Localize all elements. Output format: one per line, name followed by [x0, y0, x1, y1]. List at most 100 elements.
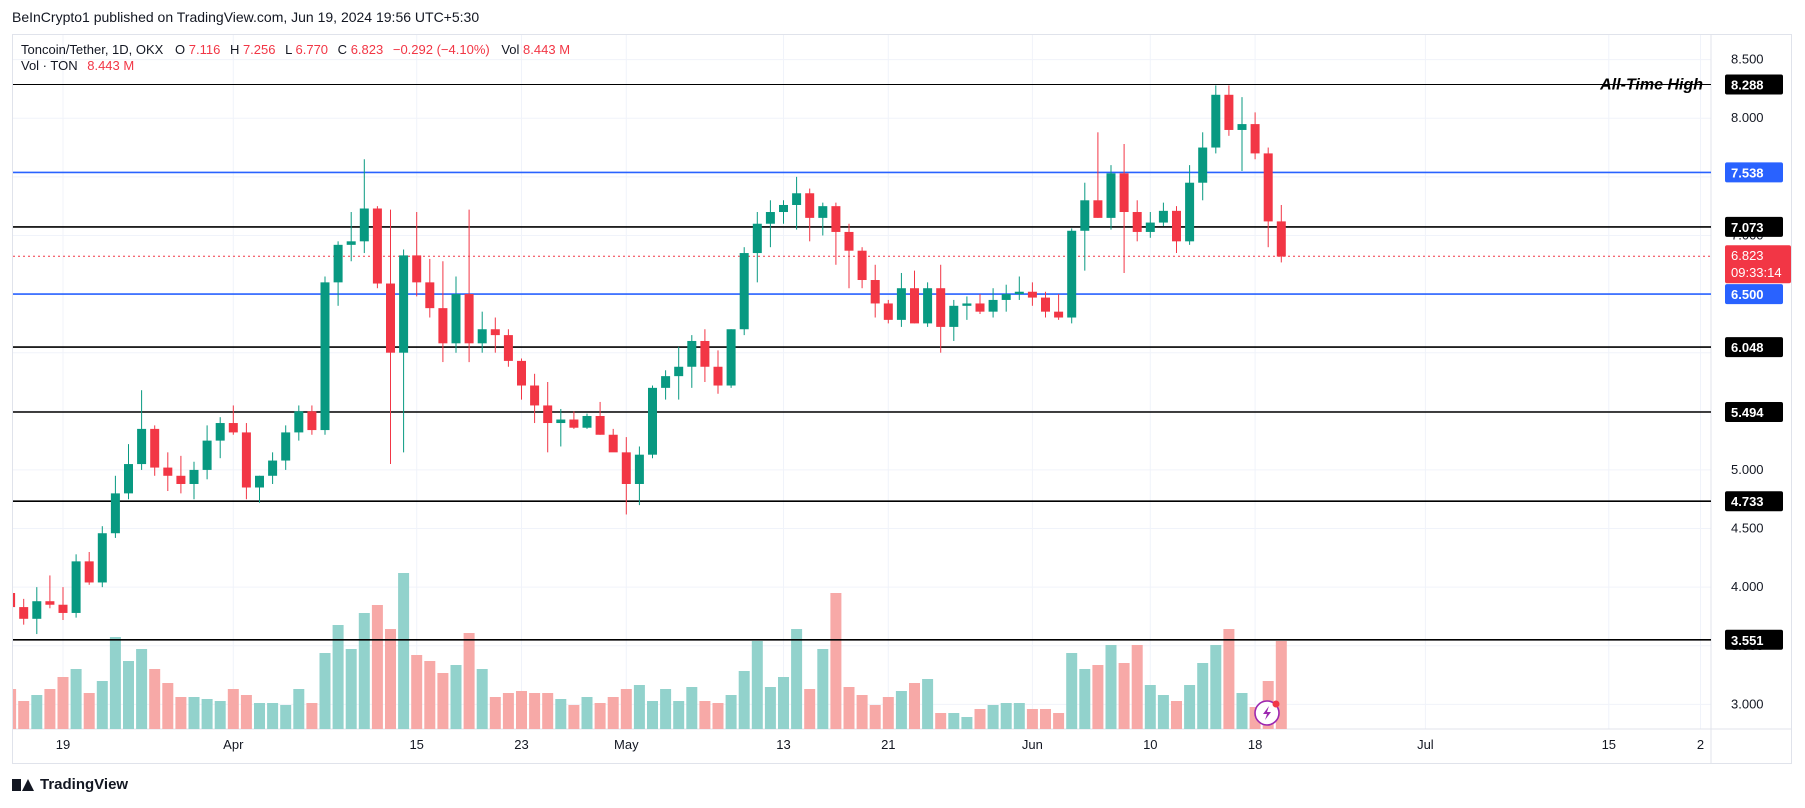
- time-tick-label: Jul: [1417, 737, 1434, 752]
- price-chart[interactable]: 8.5008.0007.5007.0006.5006.0005.5005.000…: [13, 35, 1791, 763]
- lightning-icon[interactable]: [1254, 700, 1280, 726]
- volume-bar: [162, 683, 174, 729]
- volume-bar: [673, 701, 685, 729]
- volume-bar: [830, 593, 842, 729]
- candles[interactable]: [13, 85, 1286, 635]
- candle-body: [517, 360, 526, 386]
- volume-bar: [267, 703, 279, 729]
- volume-bar: [935, 713, 947, 729]
- volume-bar: [1210, 645, 1222, 729]
- volume-bar: [319, 653, 331, 729]
- candle-body: [543, 405, 553, 424]
- legend-symbol: Toncoin/Tether, 1D, OKX: [21, 42, 164, 57]
- candle-body: [1106, 173, 1116, 218]
- candle-body: [621, 452, 631, 484]
- candle-body: [464, 294, 474, 344]
- candle-body: [503, 335, 513, 361]
- volume-bar: [1236, 693, 1248, 729]
- time-tick-label: 18: [1248, 737, 1262, 752]
- candle-body: [1172, 210, 1181, 242]
- candle-body: [97, 533, 107, 583]
- level-price-tag: [1725, 337, 1783, 358]
- candle-body: [648, 387, 657, 455]
- volume-bar: [463, 633, 475, 729]
- bar-countdown-label: 09:33:14: [1731, 265, 1782, 280]
- candle-body: [962, 303, 972, 306]
- volume-bar: [961, 717, 973, 729]
- volume-bar: [1197, 663, 1209, 729]
- volume-bar: [1249, 707, 1261, 729]
- volume-bar: [1171, 701, 1182, 729]
- volume-bar: [280, 705, 292, 729]
- level-price-label: 7.538: [1731, 165, 1764, 180]
- volume-bar: [922, 679, 934, 729]
- volume-bar: [214, 701, 226, 729]
- candle-body: [739, 253, 749, 330]
- volume-bar: [345, 649, 357, 729]
- candle-body: [1119, 173, 1129, 213]
- candle-body: [752, 223, 762, 254]
- candle-body: [779, 204, 788, 213]
- candle-body: [1001, 294, 1011, 300]
- legend-close-label: C: [338, 42, 347, 57]
- candle-body: [268, 460, 278, 476]
- volume-bar: [856, 695, 868, 729]
- volume-bar: [424, 661, 436, 729]
- candle-body: [556, 419, 566, 424]
- level-price-tag: [1725, 74, 1783, 95]
- volume-bar: [1013, 703, 1025, 729]
- chart-panel[interactable]: 8.5008.0007.5007.0006.5006.0005.5005.000…: [12, 34, 1792, 764]
- volume-bar: [227, 689, 239, 729]
- candle-body: [608, 434, 618, 453]
- candle-body: [936, 288, 946, 327]
- volume-bar: [1066, 653, 1078, 729]
- candle-body: [818, 206, 828, 218]
- legend-high-value: 7.256: [243, 42, 276, 57]
- time-axis[interactable]: 19 Apr 15 23 May 13 21 Jun 10 18 Jul 15 2: [56, 737, 1704, 752]
- time-tick-label: May: [614, 737, 639, 752]
- volume-bar: [607, 697, 619, 729]
- svg-text:Toncoin/Tether, 1D, OKX: Toncoin/Tether, 1D, OKX O 7.116 H 7.256 …: [21, 42, 570, 57]
- candle-body: [490, 329, 500, 336]
- candle-body: [333, 244, 343, 283]
- volume-bar: [201, 699, 213, 729]
- candle-body: [45, 601, 55, 605]
- level-price-tag: [1725, 284, 1783, 305]
- volume-bar: [109, 637, 121, 729]
- price-tick-label: 8.000: [1731, 110, 1764, 125]
- tradingview-logo-icon: [12, 778, 34, 792]
- all-time-high-annotation: All-Time High: [1599, 76, 1703, 93]
- candle-body: [896, 288, 906, 320]
- volume-bar: [1000, 703, 1012, 729]
- volume-bar: [594, 703, 606, 729]
- candle-body: [661, 376, 671, 388]
- last-price-label: 6.823: [1731, 248, 1764, 263]
- volume-series-label: Vol · TON: [21, 58, 78, 73]
- volume-bar: [123, 661, 134, 729]
- volume-bar: [1105, 645, 1117, 729]
- volume-bar: [1079, 669, 1091, 729]
- candle-body: [634, 454, 644, 484]
- publisher-line: BeInCrypto1 published on TradingView.com…: [12, 9, 480, 25]
- level-price-tag: [1725, 402, 1783, 423]
- volume-bar: [699, 701, 711, 729]
- volume-bar: [1223, 629, 1235, 729]
- volume-bar: [987, 705, 999, 729]
- candle-body: [1185, 182, 1195, 242]
- candle-body: [1224, 94, 1234, 130]
- candle-body: [1014, 291, 1024, 295]
- candle-body: [32, 601, 42, 619]
- candle-body: [58, 604, 68, 613]
- candle-body: [1145, 222, 1155, 232]
- candle-body: [687, 340, 697, 367]
- level-price-label: 7.073: [1731, 220, 1764, 235]
- candle-body: [1211, 94, 1221, 148]
- level-price-label: 5.494: [1731, 405, 1764, 420]
- volume-bar: [647, 701, 658, 729]
- candle-body: [84, 561, 94, 583]
- price-tick-label: 4.000: [1731, 579, 1764, 594]
- price-axis[interactable]: 8.5008.0007.5007.0006.5006.0005.5005.000…: [1599, 52, 1791, 712]
- price-tick-label: 5.000: [1731, 462, 1764, 477]
- volume-bar: [44, 689, 56, 729]
- candle-body: [425, 282, 435, 309]
